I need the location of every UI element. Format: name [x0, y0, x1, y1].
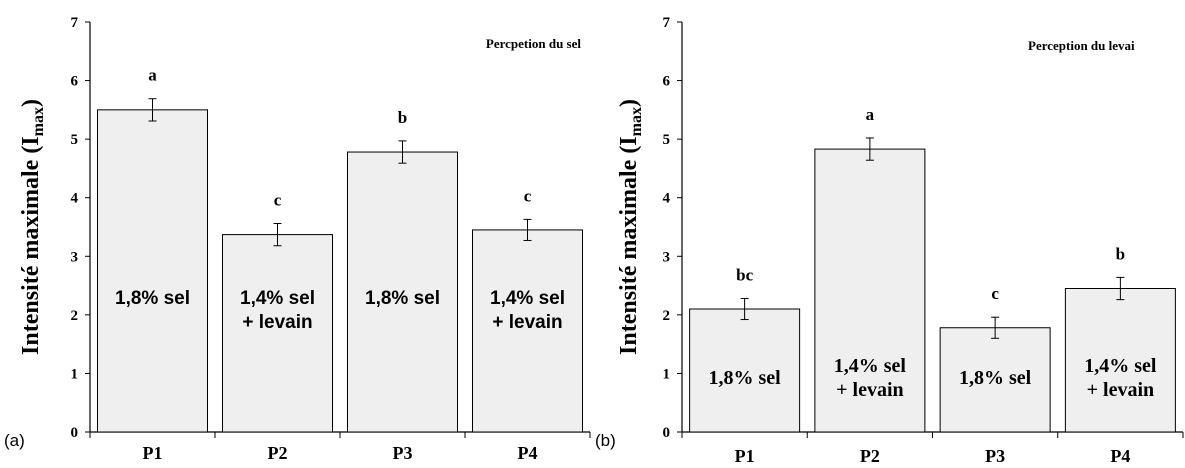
- bar-inner-label: 1,8% sel: [365, 288, 440, 309]
- y-tick-label: 0: [71, 425, 79, 441]
- y-axis-title-main: Intensité maximale (I: [18, 136, 44, 355]
- bar-inner-label: + levain: [242, 312, 312, 333]
- bar-inner-label: 1,4% sel: [1084, 355, 1157, 377]
- x-category-label: P3: [393, 443, 413, 463]
- y-tick-label: 7: [663, 15, 671, 31]
- bar: [939, 327, 1051, 433]
- bar: [222, 234, 333, 433]
- panel-label: (b): [595, 431, 616, 450]
- chart-annotation: Percpetion du sel: [486, 36, 581, 51]
- y-tick-label: 2: [663, 308, 671, 324]
- bar: [472, 229, 583, 433]
- y-tick-label: 6: [663, 74, 671, 90]
- y-tick-label: 1: [663, 366, 671, 382]
- significance-label: b: [1116, 244, 1125, 263]
- y-axis-title-close: ): [616, 99, 642, 107]
- bar-inner-label: 1,8% sel: [709, 367, 782, 389]
- y-axis-title: Intensité maximale (Imax): [616, 99, 645, 355]
- significance-label: c: [991, 284, 999, 303]
- y-axis-title-close: ): [18, 99, 44, 107]
- y-axis-title: Intensité maximale (Imax): [18, 99, 47, 355]
- y-tick-label: 3: [663, 249, 671, 265]
- significance-label: a: [866, 105, 875, 124]
- y-axis-title-main: Intensité maximale (I: [616, 136, 642, 355]
- y-tick-label: 5: [663, 132, 671, 148]
- bar-inner-label: 1,4% sel: [490, 288, 565, 309]
- y-tick-label: 4: [663, 191, 671, 207]
- x-category-label: P4: [518, 443, 538, 463]
- bar: [97, 109, 208, 433]
- bar-inner-label: 1,4% sel: [240, 288, 315, 309]
- panel-label: (a): [4, 431, 25, 450]
- bar: [347, 151, 458, 433]
- chart-annotation: Perception du levai: [1028, 38, 1135, 53]
- bar: [814, 148, 926, 433]
- significance-label: b: [398, 108, 407, 127]
- y-tick-label: 5: [71, 132, 79, 148]
- bar-inner-label: 1,4% sel: [834, 355, 907, 377]
- bar-inner-label: 1,8% sel: [959, 367, 1032, 389]
- x-category-label: P2: [268, 443, 288, 463]
- significance-label: c: [524, 186, 532, 205]
- y-tick-label: 7: [71, 15, 79, 31]
- y-tick-label: 0: [663, 425, 671, 441]
- y-tick-label: 6: [71, 74, 79, 90]
- y-tick-label: 3: [71, 249, 79, 265]
- x-category-label: P4: [1110, 446, 1130, 466]
- significance-label: c: [274, 190, 282, 209]
- bar: [689, 308, 801, 433]
- y-axis-title-subscript: max: [30, 107, 47, 136]
- y-axis-title-subscript: max: [628, 107, 645, 136]
- significance-label: bc: [736, 265, 753, 284]
- bar-inner-label: + levain: [836, 379, 904, 401]
- significance-label: a: [148, 66, 157, 85]
- y-tick-label: 2: [71, 308, 79, 324]
- bar: [1064, 288, 1176, 433]
- x-category-label: P2: [860, 446, 880, 466]
- bar-inner-label: + levain: [492, 312, 562, 333]
- x-category-label: P3: [985, 446, 1005, 466]
- bar-inner-label: 1,8% sel: [115, 288, 190, 309]
- chart-panel-1: 0 1 2 3 4 5 6 7 a P1 1,8% sel c P2 1,4% sel + levain b P…: [4, 15, 591, 463]
- x-category-label: P1: [735, 446, 755, 466]
- x-category-label: P1: [143, 443, 163, 463]
- bar-inner-label: + levain: [1087, 379, 1155, 401]
- y-tick-label: 1: [71, 366, 79, 382]
- y-tick-label: 4: [71, 191, 79, 207]
